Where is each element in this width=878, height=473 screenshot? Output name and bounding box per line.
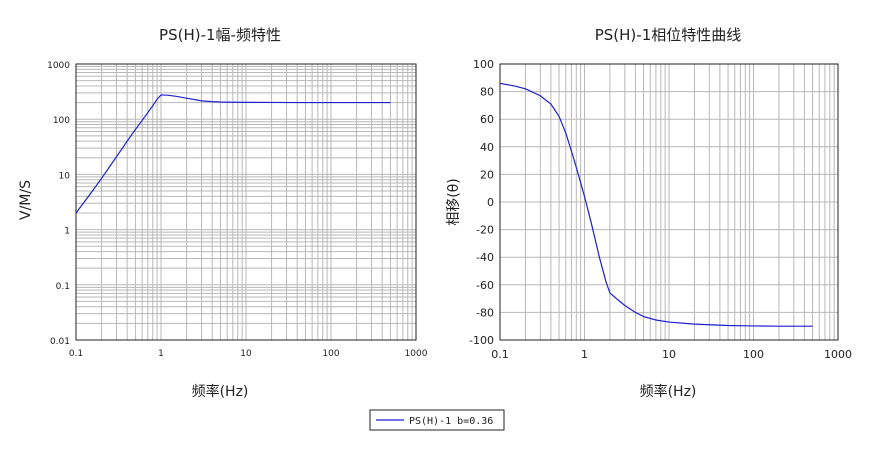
phase-grid [500, 64, 838, 340]
y-tick-label: 0 [487, 196, 494, 209]
x-tick-label: 100 [743, 348, 764, 361]
y-tick-label: 100 [473, 58, 494, 71]
phase-y-axis-label: 相移(θ) [446, 178, 462, 226]
x-tick-label: 1 [158, 349, 164, 359]
y-tick-label: 60 [480, 113, 494, 126]
amplitude-series [75, 94, 391, 214]
y-tick-label: 1 [64, 227, 70, 237]
y-tick-label: 10 [59, 171, 71, 181]
phase-series [499, 82, 813, 327]
x-tick-label: 1000 [405, 349, 428, 359]
phase-tick-labels: 0.1 1 10 100 1000 100 80 60 40 20 0 -20 -40 -60 -80 -10… [469, 58, 852, 361]
x-tick-label: 1000 [824, 348, 852, 361]
legend: PS(H)-1 b=0.36 [369, 409, 505, 431]
amplitude-grid [76, 64, 416, 340]
legend-box [369, 409, 505, 431]
amplitude-y-axis-label: V/M/S [18, 180, 34, 220]
y-tick-label: 80 [480, 86, 494, 99]
x-tick-label: 0.1 [491, 348, 509, 361]
x-tick-label: 10 [662, 348, 676, 361]
x-tick-label: 1 [581, 348, 588, 361]
amplitude-plot-frame [75, 63, 417, 341]
y-tick-label: -100 [469, 334, 494, 347]
series-line [75, 94, 391, 214]
y-tick-label: 0.1 [56, 282, 70, 292]
y-tick-label: 20 [480, 168, 494, 181]
x-tick-label: 0.1 [69, 349, 83, 359]
phase-x-axis-label: 频率(Hz) [640, 383, 697, 400]
legend-label: PS(H)-1 b=0.36 [409, 416, 493, 427]
amplitude-chart-title: PS(H)-1幅-频特性 [159, 26, 281, 44]
y-tick-label: -20 [476, 224, 494, 237]
y-tick-label: 100 [53, 116, 70, 126]
phase-chart: PS(H)-1相位特性曲线 0.1 1 10 100 1000 100 80 60 40 20 0 -… [446, 26, 852, 400]
x-tick-label: 10 [240, 349, 252, 359]
y-tick-label: 40 [480, 141, 494, 154]
amplitude-chart: PS(H)-1幅-频特性 0.1 1 10 100 1000 0.01 0.1 1 10 100 1… [18, 26, 428, 400]
x-tick-label: 100 [322, 349, 339, 359]
y-tick-label: 1000 [47, 61, 70, 71]
y-tick-label: -80 [476, 306, 494, 319]
series-line [499, 82, 813, 327]
amplitude-tick-labels: 0.1 1 10 100 1000 0.01 0.1 1 10 100 1000 [47, 61, 428, 359]
y-tick-label: 0.01 [50, 337, 70, 347]
phase-chart-title: PS(H)-1相位特性曲线 [595, 26, 742, 44]
phase-plot-frame [499, 63, 839, 341]
y-tick-label: -40 [476, 251, 494, 264]
y-tick-label: -60 [476, 279, 494, 292]
amplitude-x-axis-label: 频率(Hz) [192, 383, 249, 400]
